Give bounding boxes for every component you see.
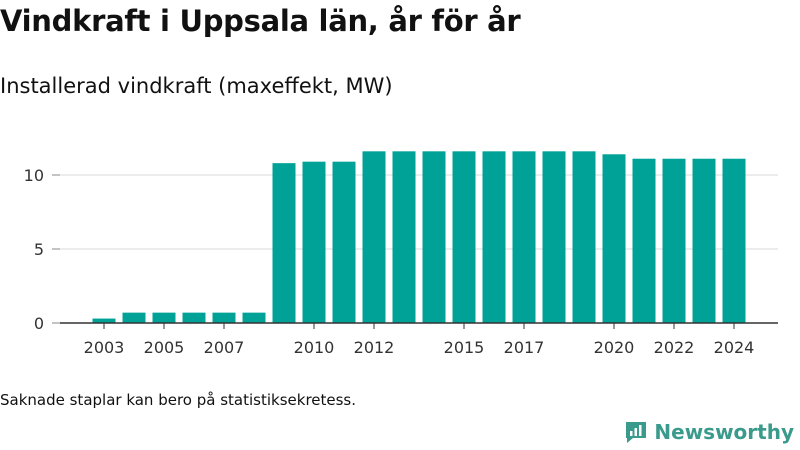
y-tick-label: 0	[34, 314, 44, 333]
footnote: Saknade staplar kan bero på statistiksek…	[0, 391, 357, 409]
bar-2018	[542, 151, 566, 323]
bar-2019	[572, 151, 596, 323]
bar-2005	[152, 312, 176, 323]
brand-name: Newsworthy	[654, 420, 794, 444]
brand-logo[interactable]: Newsworthy	[624, 420, 794, 444]
x-tick-label: 2022	[654, 338, 695, 357]
bar-2007	[212, 312, 236, 323]
bar-2021	[632, 158, 656, 323]
bar-2010	[302, 161, 326, 323]
y-tick-label: 10	[24, 166, 44, 185]
bar-2017	[512, 151, 536, 323]
grid-lines	[60, 174, 778, 250]
bar-2015	[452, 151, 476, 323]
bar-chart: 0 5 10 2003 2005 2007 2010 2012 2015 2017 2020 2022…	[24, 151, 778, 357]
bar-2024	[722, 158, 746, 323]
x-tick-label: 2012	[354, 338, 395, 357]
x-tick-label: 2007	[204, 338, 245, 357]
bar-2023	[692, 158, 716, 323]
bar-2022	[662, 158, 686, 323]
bar-2014	[422, 151, 446, 323]
bar-2008	[242, 312, 266, 323]
bar-2004	[122, 312, 146, 323]
y-tick-label: 5	[34, 240, 44, 259]
chart-title: Vindkraft i Uppsala län, år för år	[0, 4, 521, 38]
bar-2011	[332, 161, 356, 323]
x-tick-label: 2005	[144, 338, 185, 357]
bar-2012	[362, 151, 386, 323]
axes: 0 5 10 2003 2005 2007 2010 2012 2015 2017 2020 2022…	[24, 166, 778, 357]
bars	[92, 151, 746, 323]
bar-2003	[92, 318, 116, 323]
x-tick-label: 2015	[444, 338, 485, 357]
x-tick-label: 2020	[594, 338, 635, 357]
newsworthy-logo-icon	[626, 422, 647, 443]
bar-2006	[182, 312, 206, 323]
bar-2020	[602, 154, 626, 323]
x-tick-label: 2017	[504, 338, 545, 357]
x-tick-label: 2003	[84, 338, 125, 357]
bar-2013	[392, 151, 416, 323]
x-tick-label: 2010	[294, 338, 335, 357]
bar-2009	[272, 163, 296, 323]
bar-2016	[482, 151, 506, 323]
chart-subtitle: Installerad vindkraft (maxeffekt, MW)	[0, 74, 393, 98]
x-tick-label: 2024	[714, 338, 755, 357]
